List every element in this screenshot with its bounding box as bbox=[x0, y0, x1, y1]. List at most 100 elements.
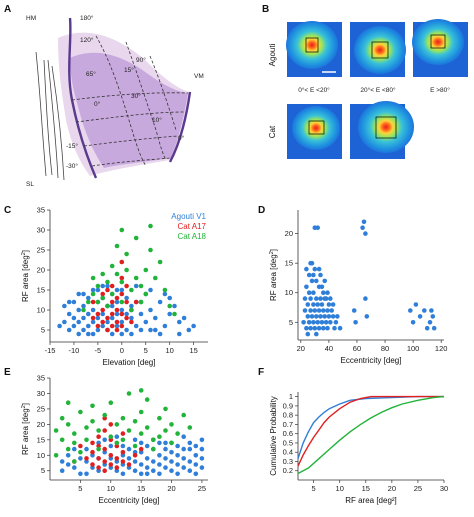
data-point-cat-a17 bbox=[90, 462, 95, 467]
y-tick-label: 10 bbox=[37, 451, 45, 460]
data-point-cat-a18 bbox=[72, 440, 77, 446]
data-point-cat-a18 bbox=[95, 299, 101, 305]
data-point-agouti-v1 bbox=[408, 308, 413, 313]
data-point-agouti-v1 bbox=[175, 462, 180, 467]
iso-line-azi-30 bbox=[125, 41, 167, 161]
data-point-agouti-v1 bbox=[148, 287, 153, 293]
data-point-agouti-v1 bbox=[431, 325, 437, 331]
data-point-agouti-v1 bbox=[59, 459, 65, 464]
data-point-cat-a17 bbox=[95, 323, 101, 329]
data-point-cat-a18 bbox=[72, 431, 77, 436]
data-point-cat-a17 bbox=[124, 315, 129, 321]
chart-e-eccentricity-scatter: 5 10 15 20 25 5 10 15 20 25 30 35 Eccentricity [deg]… bbox=[21, 374, 208, 505]
data-point-cat-a18 bbox=[151, 437, 156, 443]
data-point-agouti-v1 bbox=[326, 314, 332, 319]
data-point-cat-a17 bbox=[84, 456, 89, 461]
data-point-agouti-v1 bbox=[326, 302, 332, 307]
data-point-agouti-v1 bbox=[81, 291, 86, 297]
y-tick-label: 20 bbox=[37, 266, 45, 275]
series-line-cat-a18 bbox=[298, 395, 445, 475]
data-point-cat-a18 bbox=[90, 275, 96, 281]
data-point-agouti-v1 bbox=[308, 296, 313, 301]
data-point-agouti-v1 bbox=[163, 446, 168, 452]
data-point-agouti-v1 bbox=[305, 314, 311, 319]
chart-f-cumulative-probability: 5 10 15 20 25 30 0.20.30.40.50.60.70.80.91 RF a… bbox=[269, 392, 448, 505]
data-point-cat-a18 bbox=[181, 412, 186, 418]
iso-line-elev-m30 bbox=[91, 157, 172, 167]
label-65: 65° bbox=[86, 70, 96, 78]
data-point-cat-a17 bbox=[120, 431, 126, 436]
data-point-agouti-v1 bbox=[314, 331, 319, 337]
data-point-agouti-v1 bbox=[81, 315, 86, 321]
data-point-agouti-v1 bbox=[105, 283, 110, 289]
data-point-cat-a17 bbox=[114, 295, 120, 301]
data-point-cat-a17 bbox=[100, 319, 105, 325]
data-point-agouti-v1 bbox=[424, 325, 430, 331]
y-tick-label: 35 bbox=[37, 206, 45, 215]
data-point-agouti-v1 bbox=[90, 319, 96, 325]
iso-line-elev-m15 bbox=[83, 135, 179, 147]
data-point-cat-a18 bbox=[143, 291, 149, 297]
data-point-agouti-v1 bbox=[325, 290, 330, 296]
data-point-agouti-v1 bbox=[114, 311, 120, 317]
y-tick-label: 0.9 bbox=[283, 401, 293, 410]
data-point-cat-a18 bbox=[133, 275, 139, 281]
chart-c-elevation-scatter: 15 10 5 0 -5 -10 -15 5 10 15 20 25 30 35 Elevation [de… bbox=[21, 206, 208, 367]
data-point-cat-a18 bbox=[163, 428, 168, 433]
data-point-agouti-v1 bbox=[153, 327, 158, 333]
data-point-agouti-v1 bbox=[109, 303, 115, 309]
data-point-agouti-v1 bbox=[304, 325, 309, 331]
receptive-field-maps: Agouti Cat 0°< E <20° 20°< E <80° E >80° bbox=[268, 19, 468, 159]
data-point-agouti-v1 bbox=[90, 307, 96, 313]
data-point-agouti-v1 bbox=[181, 456, 186, 461]
data-point-cat-a18 bbox=[157, 415, 162, 421]
y-tick-label: 15 bbox=[37, 435, 45, 444]
data-point-agouti-v1 bbox=[151, 468, 156, 474]
y-tick-label: 1 bbox=[289, 392, 293, 401]
data-point-agouti-v1 bbox=[193, 453, 199, 458]
data-point-cat-a18 bbox=[172, 311, 177, 317]
label-120: 120° bbox=[80, 36, 94, 44]
data-point-agouti-v1 bbox=[306, 290, 312, 296]
data-point-agouti-v1 bbox=[144, 443, 150, 449]
data-point-agouti-v1 bbox=[157, 462, 162, 467]
data-point-cat-a18 bbox=[144, 397, 150, 402]
data-point-agouti-v1 bbox=[90, 331, 96, 337]
y-tick-label: 0.7 bbox=[283, 420, 293, 429]
data-point-cat-a18 bbox=[100, 271, 105, 277]
x-tick-label: 100 bbox=[407, 344, 420, 353]
data-point-agouti-v1 bbox=[410, 320, 416, 325]
plot-area bbox=[53, 388, 205, 477]
data-point-agouti-v1 bbox=[321, 308, 326, 313]
row-label-agouti: Agouti bbox=[268, 43, 277, 66]
y-tick-label: 15 bbox=[285, 259, 293, 268]
data-point-cat-a18 bbox=[169, 440, 174, 446]
data-point-agouti-v1 bbox=[114, 287, 120, 293]
data-point-agouti-v1 bbox=[199, 446, 205, 452]
x-tick-label: 20 bbox=[388, 484, 396, 493]
data-point-agouti-v1 bbox=[76, 331, 81, 337]
label-sl: SL bbox=[26, 181, 34, 188]
data-point-agouti-v1 bbox=[315, 320, 321, 325]
data-point-cat-a18 bbox=[65, 400, 71, 406]
data-point-cat-a17 bbox=[129, 319, 134, 325]
data-point-agouti-v1 bbox=[129, 303, 134, 309]
iso-line-elev-0 bbox=[71, 92, 189, 101]
y-axis-title: RF area [deg2] bbox=[21, 250, 30, 302]
data-point-agouti-v1 bbox=[330, 314, 336, 319]
data-point-agouti-v1 bbox=[124, 295, 129, 301]
data-point-agouti-v1 bbox=[181, 465, 186, 470]
sulcus-line-3 bbox=[51, 65, 65, 181]
data-point-cat-a18 bbox=[81, 307, 86, 313]
data-point-cat-a18 bbox=[129, 287, 134, 293]
data-point-agouti-v1 bbox=[417, 314, 423, 319]
data-point-cat-a18 bbox=[126, 428, 132, 433]
data-point-agouti-v1 bbox=[318, 296, 323, 301]
data-point-agouti-v1 bbox=[163, 440, 168, 446]
label-180: 180° bbox=[80, 14, 94, 22]
label-10: 10° bbox=[152, 116, 162, 124]
y-tick-label: 15 bbox=[37, 286, 45, 295]
data-point-cat-a18 bbox=[151, 446, 156, 452]
x-tick-label: 0 bbox=[120, 346, 124, 355]
data-point-agouti-v1 bbox=[62, 319, 67, 325]
